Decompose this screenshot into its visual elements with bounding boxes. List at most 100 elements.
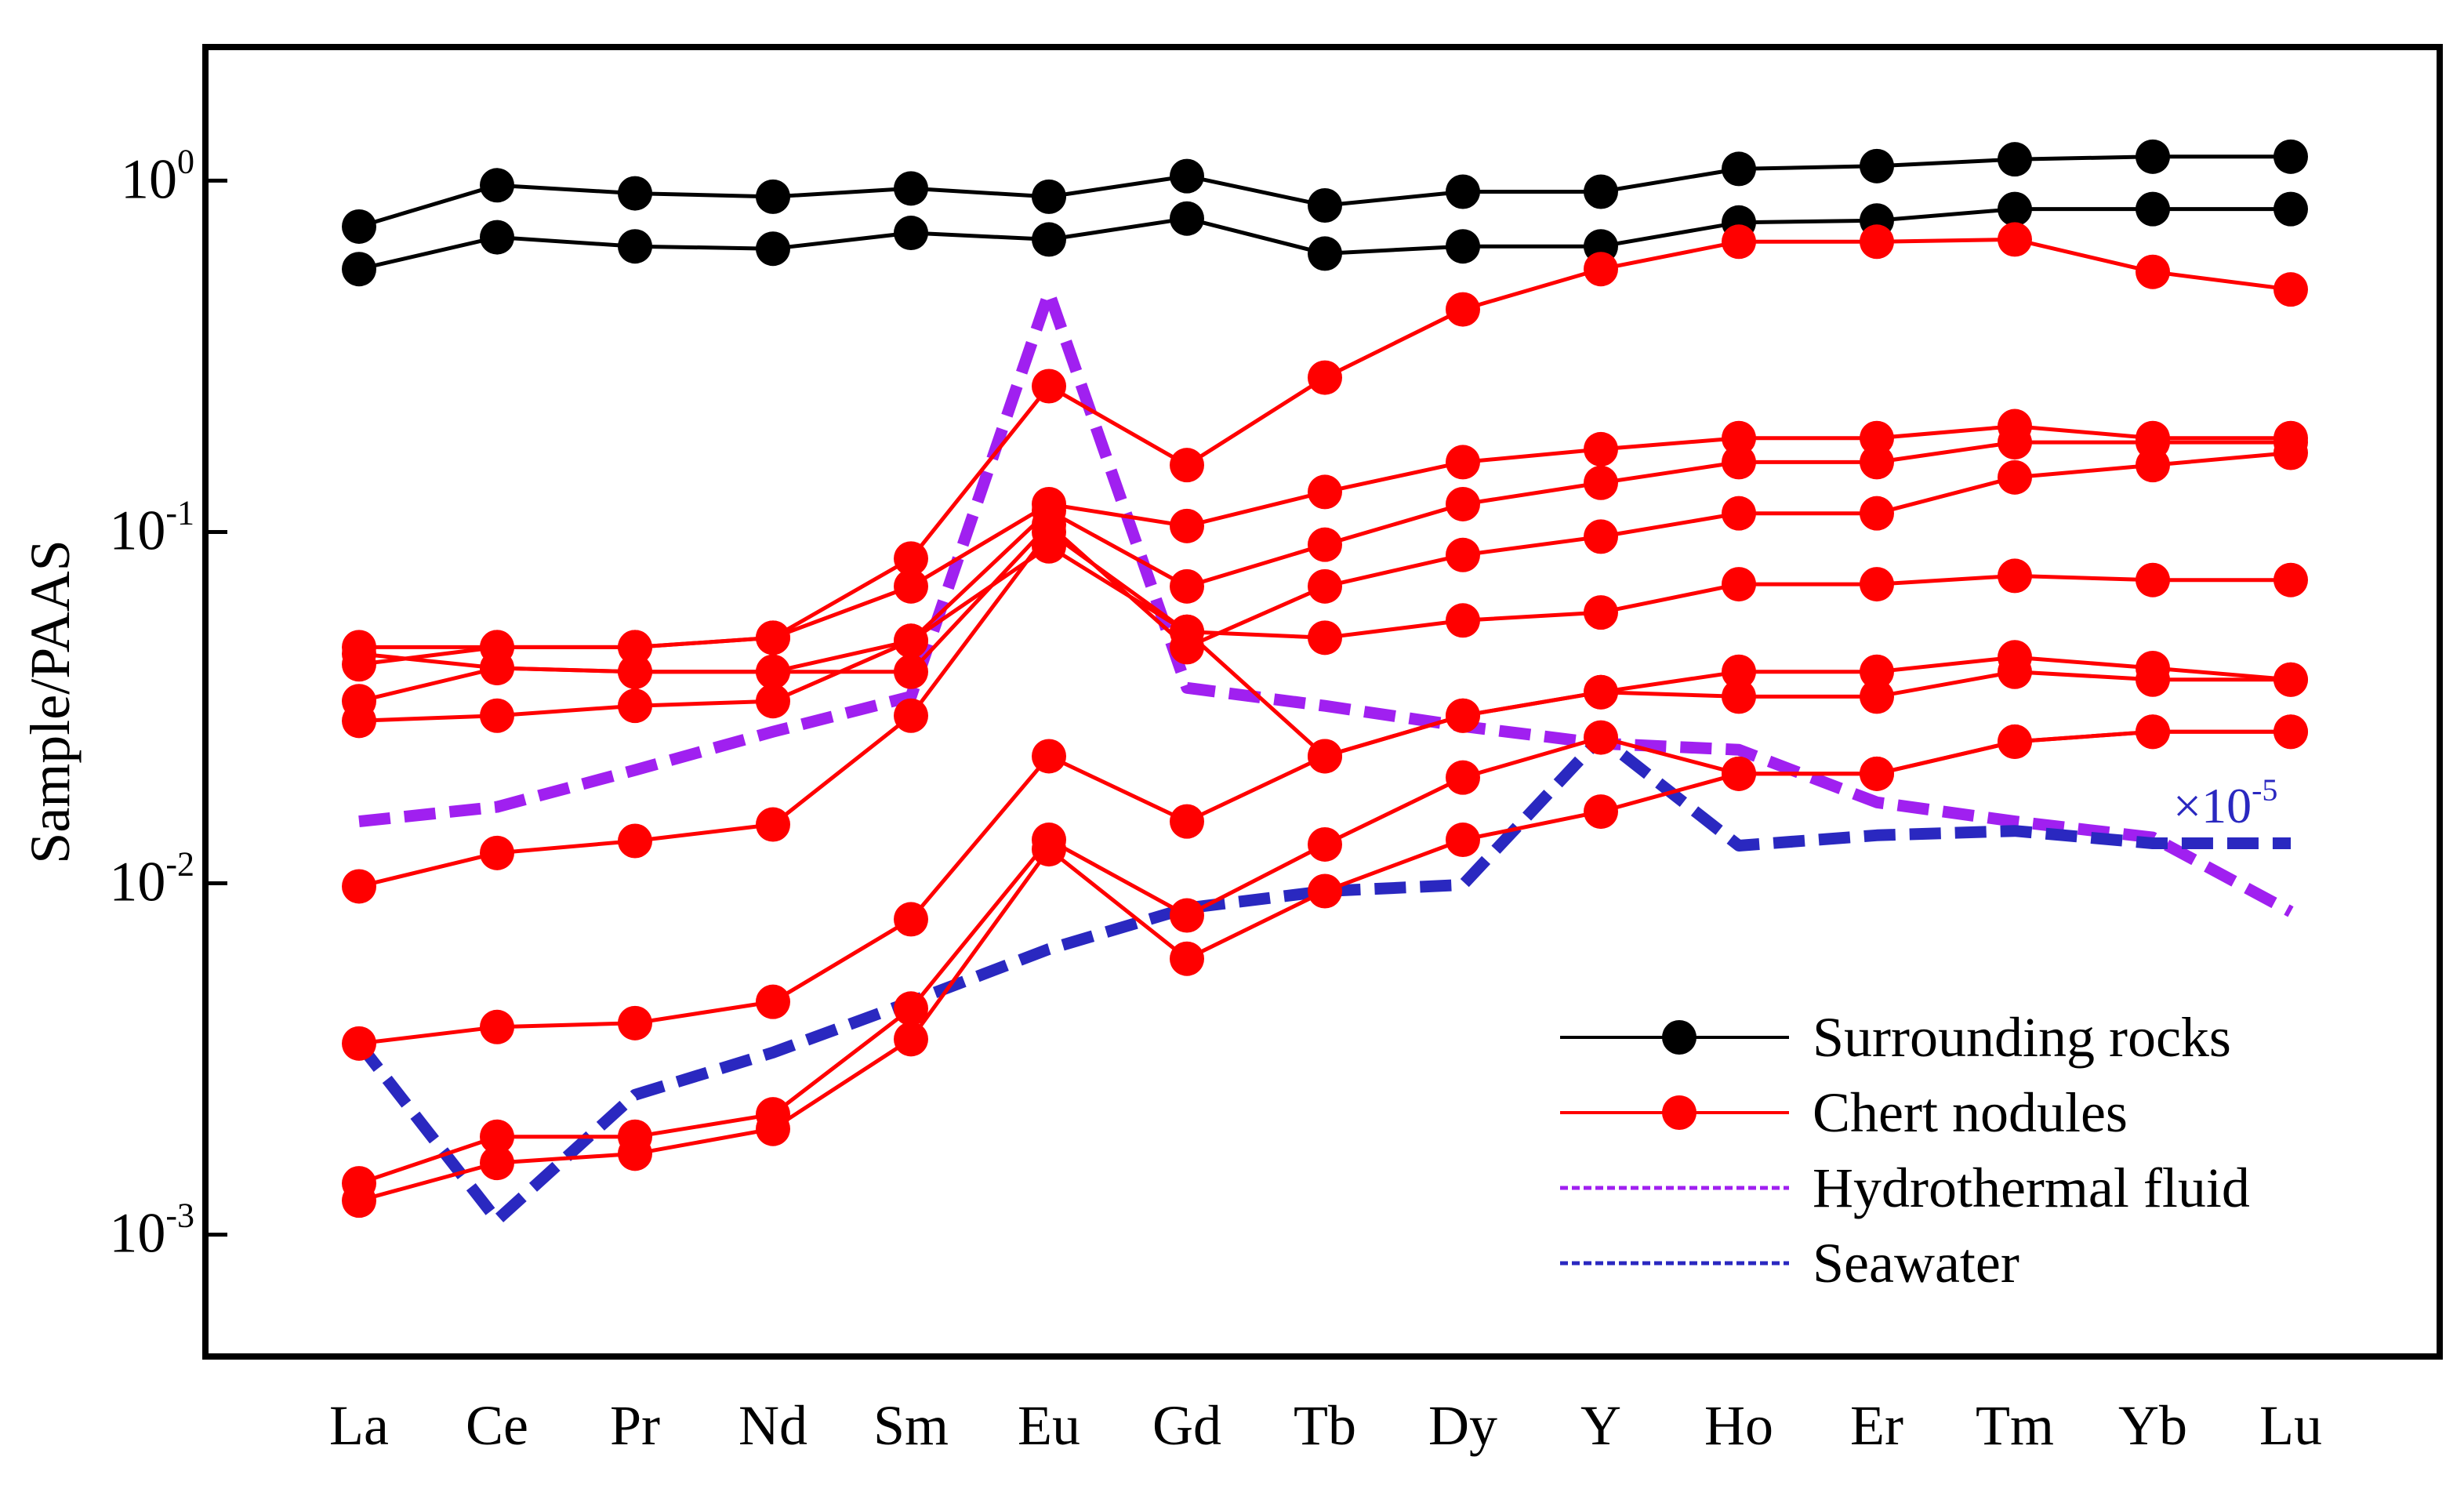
data-point-surrounding-rocks-2-yb xyxy=(2136,191,2170,227)
data-point-chert-nodules-4-lu xyxy=(2273,435,2308,470)
series-layer xyxy=(342,139,2308,1226)
data-point-surrounding-rocks-2-tm xyxy=(1998,191,2032,227)
legend-item-hydrothermal-fluid: Hydrothermal fluid xyxy=(1560,1157,2250,1219)
data-point-chert-nodules-5-yb xyxy=(2136,562,2170,597)
data-point-surrounding-rocks-2-nd xyxy=(756,231,790,267)
x-tick-label-eu: Eu xyxy=(1018,1394,1080,1457)
series-surrounding-rocks-1 xyxy=(342,139,2308,244)
data-point-surrounding-rocks-1-nd xyxy=(756,179,790,214)
data-point-surrounding-rocks-1-y xyxy=(1584,174,1618,209)
data-point-chert-nodules-8-sm xyxy=(894,991,928,1026)
data-point-chert-nodules-5-nd xyxy=(756,684,790,719)
data-point-chert-nodules-2-tb xyxy=(1308,474,1342,510)
y-tick-exponent: -3 xyxy=(165,1197,194,1235)
data-point-surrounding-rocks-2-ce xyxy=(480,220,514,255)
data-point-chert-nodules-9-pr xyxy=(618,1136,652,1171)
data-point-chert-nodules-1-y xyxy=(1584,252,1618,287)
data-point-surrounding-rocks-2-pr xyxy=(618,229,652,264)
data-point-chert-nodules-6-nd xyxy=(756,807,790,842)
data-point-chert-nodules-7-sm xyxy=(894,902,928,937)
y-tick-exponent: -2 xyxy=(165,845,194,884)
data-point-chert-nodules-1-ho xyxy=(1722,224,1756,260)
data-point-chert-nodules-7-er xyxy=(1860,679,1894,714)
y-tick-label-3: 10-3 xyxy=(109,1197,194,1265)
data-point-chert-nodules-2-ho xyxy=(1722,420,1756,456)
data-point-surrounding-rocks-1-tm xyxy=(1998,142,2032,177)
series-line-hydrothermal-fluid xyxy=(358,286,2294,917)
data-point-chert-nodules-2-pr xyxy=(618,630,652,665)
data-point-chert-nodules-3-tm xyxy=(1998,425,2032,460)
legend-item-chert-nodules: Chert nodules xyxy=(1560,1081,2128,1144)
data-point-surrounding-rocks-1-lu xyxy=(2273,139,2308,174)
data-point-chert-nodules-1-yb xyxy=(2136,254,2170,289)
data-point-surrounding-rocks-1-sm xyxy=(894,171,928,206)
legend-marker-surrounding-rocks xyxy=(1662,1020,1696,1055)
data-point-chert-nodules-4-tm xyxy=(1998,459,2032,495)
data-point-surrounding-rocks-2-lu xyxy=(2273,191,2308,227)
data-point-chert-nodules-4-sm xyxy=(894,654,928,689)
data-point-chert-nodules-9-ho xyxy=(1722,756,1756,791)
data-point-chert-nodules-6-la xyxy=(342,869,376,904)
data-point-chert-nodules-4-tb xyxy=(1308,568,1342,604)
data-point-chert-nodules-8-y xyxy=(1584,720,1618,755)
x-axis: La Ce Pr Nd Sm Eu Gd Tb Dy Y Ho Er Tm Yb Lu xyxy=(329,1394,2322,1457)
data-point-chert-nodules-5-pr xyxy=(618,688,652,724)
series-chert-nodules-7 xyxy=(342,654,2308,1061)
data-point-chert-nodules-7-gd xyxy=(1170,804,1204,839)
data-point-chert-nodules-4-nd xyxy=(756,654,790,689)
data-point-chert-nodules-4-y xyxy=(1584,519,1618,554)
data-point-chert-nodules-7-y xyxy=(1584,674,1618,710)
data-point-chert-nodules-8-dy xyxy=(1446,760,1480,795)
data-point-chert-nodules-5-dy xyxy=(1446,603,1480,638)
data-point-surrounding-rocks-2-dy xyxy=(1446,229,1480,264)
data-point-chert-nodules-6-ho xyxy=(1722,654,1756,689)
data-point-chert-nodules-5-la xyxy=(342,703,376,739)
data-point-chert-nodules-6-pr xyxy=(618,823,652,859)
data-point-chert-nodules-9-tm xyxy=(1998,724,2032,759)
x-tick-label-sm: Sm xyxy=(873,1394,949,1457)
data-point-chert-nodules-1-tm xyxy=(1998,222,2032,257)
data-point-chert-nodules-3-la xyxy=(342,636,376,671)
data-point-chert-nodules-5-ho xyxy=(1722,567,1756,602)
data-point-chert-nodules-9-yb xyxy=(2136,714,2170,750)
data-point-chert-nodules-1-sm xyxy=(894,541,928,576)
data-point-surrounding-rocks-1-eu xyxy=(1032,179,1066,214)
legend-marker-chert-nodules xyxy=(1662,1095,1696,1130)
data-point-chert-nodules-1-dy xyxy=(1446,292,1480,327)
data-point-chert-nodules-5-tm xyxy=(1998,558,2032,594)
data-point-chert-nodules-6-gd xyxy=(1170,614,1204,649)
data-point-chert-nodules-1-eu xyxy=(1032,369,1066,404)
data-point-chert-nodules-9-gd xyxy=(1170,941,1204,976)
y-tick-base: 10 xyxy=(109,499,165,561)
data-point-chert-nodules-3-gd xyxy=(1170,568,1204,604)
data-point-chert-nodules-3-ho xyxy=(1722,445,1756,480)
data-point-chert-nodules-6-sm xyxy=(894,698,928,733)
data-point-chert-nodules-2-nd xyxy=(756,620,790,656)
data-point-chert-nodules-9-er xyxy=(1860,756,1894,791)
y-tick-base: 10 xyxy=(109,851,165,913)
data-point-chert-nodules-7-dy xyxy=(1446,698,1480,733)
scale-annotation-base: ×10 xyxy=(2173,778,2252,833)
x-tick-label-gd: Gd xyxy=(1152,1394,1221,1457)
y-tick-base: 10 xyxy=(109,1202,165,1265)
y-tick-label-0: 100 xyxy=(121,142,194,210)
data-point-chert-nodules-7-lu xyxy=(2273,662,2308,697)
data-point-chert-nodules-7-pr xyxy=(618,1005,652,1040)
data-point-chert-nodules-9-lu xyxy=(2273,714,2308,750)
data-point-surrounding-rocks-2-sm xyxy=(894,216,928,251)
data-point-chert-nodules-9-sm xyxy=(894,1022,928,1057)
y-axis-title: Sample/PAAS xyxy=(19,539,82,863)
y-tick-label-2: 10-2 xyxy=(109,845,194,913)
data-point-chert-nodules-5-y xyxy=(1584,595,1618,630)
scale-annotation-exponent: -5 xyxy=(2252,772,2277,808)
data-point-chert-nodules-7-la xyxy=(342,1026,376,1061)
x-tick-label-tm: Tm xyxy=(1976,1394,2054,1457)
data-point-chert-nodules-8-tb xyxy=(1308,826,1342,862)
x-tick-label-nd: Nd xyxy=(738,1394,807,1457)
legend-label-seawater: Seawater xyxy=(1813,1232,2019,1295)
data-point-surrounding-rocks-1-gd xyxy=(1170,158,1204,194)
data-point-chert-nodules-8-gd xyxy=(1170,898,1204,933)
data-point-chert-nodules-9-y xyxy=(1584,794,1618,830)
series-chert-nodules-9 xyxy=(342,714,2308,1218)
